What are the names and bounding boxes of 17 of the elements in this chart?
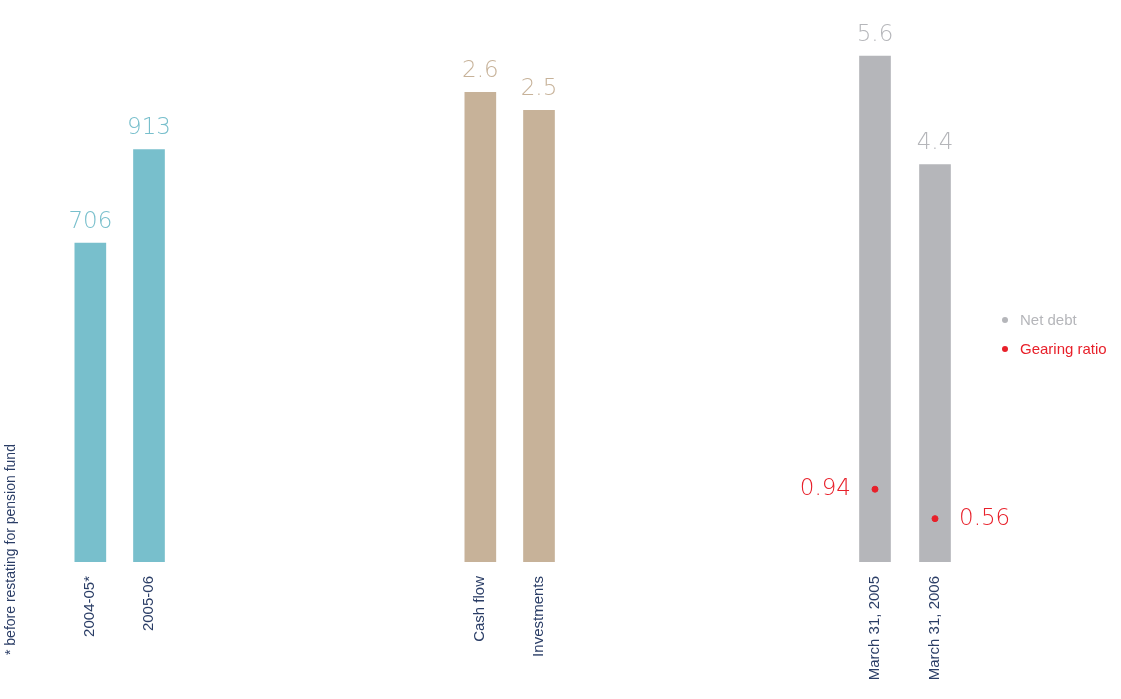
data-label: 2.6	[462, 55, 499, 82]
data-label: 706	[68, 206, 113, 233]
x-tick-label: Cash flow	[470, 575, 488, 642]
data-label: 913	[127, 113, 171, 140]
x-tick-label: 2004-05*	[80, 575, 98, 637]
legend-label: Gearing ratio	[1020, 340, 1107, 357]
x-tick-label: 2005-06	[139, 576, 157, 632]
legend-label: Net debt	[1020, 311, 1077, 328]
data-label: 0.56	[959, 503, 1011, 530]
data-label: 4.4	[916, 128, 954, 154]
x-tick-label: March 31, 2005	[865, 576, 883, 681]
x-tick-label: March 31, 2006	[925, 576, 943, 681]
data-label: 5.6	[856, 19, 894, 46]
data-label: 2.5	[520, 73, 558, 100]
x-tick-label: Investments	[529, 576, 547, 657]
text: * before restating for pension fund	[2, 444, 18, 655]
data-label: 0.94	[799, 474, 851, 501]
